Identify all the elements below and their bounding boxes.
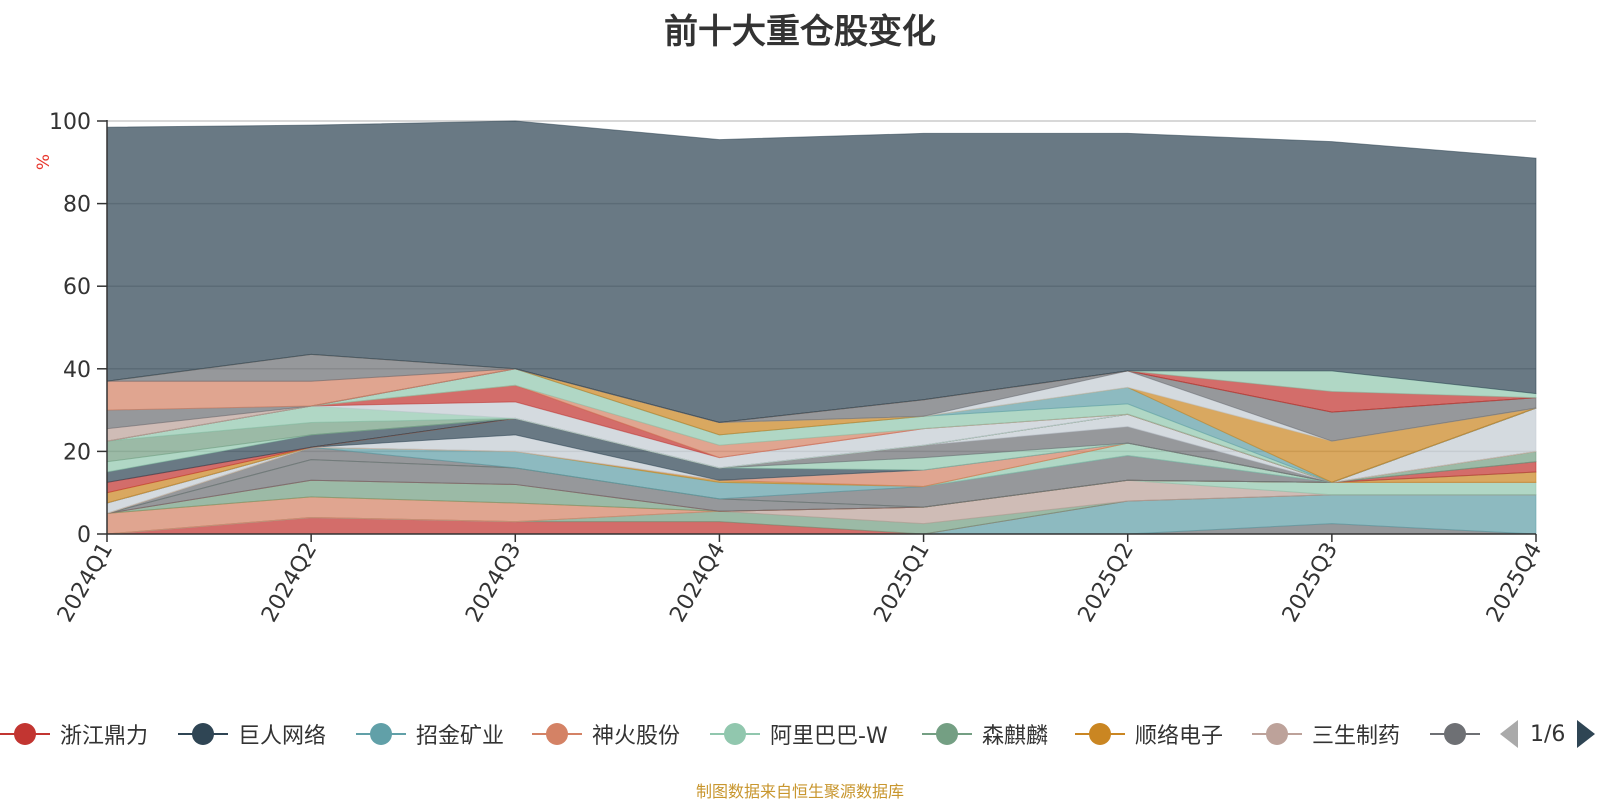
- x-tick-label: 2024Q4: [665, 539, 730, 627]
- legend: 浙江鼎力 巨人网络 招金矿业 神火股份 阿里巴巴-W 森麒麟 顺络电子 三生制药: [0, 714, 1600, 754]
- legend-item[interactable]: 三生制药: [1252, 714, 1400, 754]
- area-series-42: [106, 120, 1537, 423]
- legend-item[interactable]: 顺络电子: [1075, 714, 1223, 754]
- source-note: 制图数据来自恒生聚源数据库: [695, 782, 904, 801]
- legend-dot-icon: [370, 723, 392, 745]
- x-tick-label: 2025Q1: [869, 539, 934, 627]
- legend-marker-icon: [710, 714, 760, 754]
- legend-label: 巨人网络: [238, 724, 327, 749]
- legend-marker-icon: [1075, 714, 1125, 754]
- legend-label: 阿里巴巴-W: [770, 724, 888, 749]
- legend-label: 顺络电子: [1135, 724, 1224, 749]
- legend-marker-icon: [178, 714, 228, 754]
- chart-area: 0 20 40 60 80 100% 2024Q1 2024Q2 2024Q3 2024Q4 202…: [34, 110, 1547, 627]
- legend-label: 浙江鼎力: [60, 724, 149, 749]
- legend-page-indicator: 1/6: [1530, 721, 1566, 747]
- legend-dot-icon: [1266, 723, 1288, 745]
- y-tick-label: 60: [63, 275, 91, 300]
- legend-label: 森麒麟: [982, 724, 1049, 749]
- legend-item[interactable]: 招金矿业: [356, 714, 504, 754]
- y-tick-label: 100: [49, 110, 91, 135]
- legend-pager: 1/6: [1500, 714, 1596, 754]
- legend-dot-icon: [14, 723, 36, 745]
- legend-marker-icon: [532, 714, 582, 754]
- x-tick-label: 2024Q2: [257, 539, 322, 627]
- legend-item[interactable]: 神火股份: [532, 714, 680, 754]
- x-tick-label: 2025Q3: [1278, 539, 1343, 627]
- legend-marker-icon: [1252, 714, 1302, 754]
- legend-label: 招金矿业: [416, 724, 505, 749]
- legend-dot-icon: [192, 723, 214, 745]
- legend-label: 三生制药: [1312, 724, 1401, 749]
- legend-marker-icon: [0, 714, 50, 754]
- legend-label: 神火股份: [592, 724, 681, 749]
- legend-dot-icon: [936, 723, 958, 745]
- x-tick-label: 2025Q2: [1074, 539, 1139, 627]
- x-tick-label: 2024Q3: [461, 539, 526, 627]
- legend-item[interactable]: 浙江鼎力: [0, 714, 148, 754]
- legend-item[interactable]: [1430, 714, 1480, 754]
- legend-item[interactable]: 森麒麟: [922, 714, 1048, 754]
- legend-item[interactable]: 阿里巴巴-W: [710, 714, 888, 754]
- legend-dot-icon: [1444, 723, 1466, 745]
- y-tick-label: 20: [63, 440, 91, 465]
- y-axis-label: %: [34, 154, 54, 170]
- legend-dot-icon: [546, 723, 568, 745]
- legend-next-button[interactable]: [1577, 720, 1596, 748]
- legend-marker-icon: [356, 714, 406, 754]
- legend-marker-icon: [922, 714, 972, 754]
- y-tick-label: 80: [63, 193, 91, 218]
- x-tick-label: 2025Q4: [1482, 539, 1547, 627]
- y-tick-label: 0: [77, 523, 91, 548]
- area-series: [106, 120, 1537, 535]
- y-tick-label: 40: [63, 358, 91, 383]
- legend-marker-icon: [1430, 714, 1480, 754]
- x-tick-label: 2024Q1: [53, 539, 118, 627]
- chart-title: 前十大重仓股变化: [664, 12, 936, 52]
- legend-dot-icon: [1089, 723, 1111, 745]
- legend-dot-icon: [724, 723, 746, 745]
- legend-item[interactable]: 巨人网络: [178, 714, 326, 754]
- legend-prev-button[interactable]: [1500, 720, 1518, 748]
